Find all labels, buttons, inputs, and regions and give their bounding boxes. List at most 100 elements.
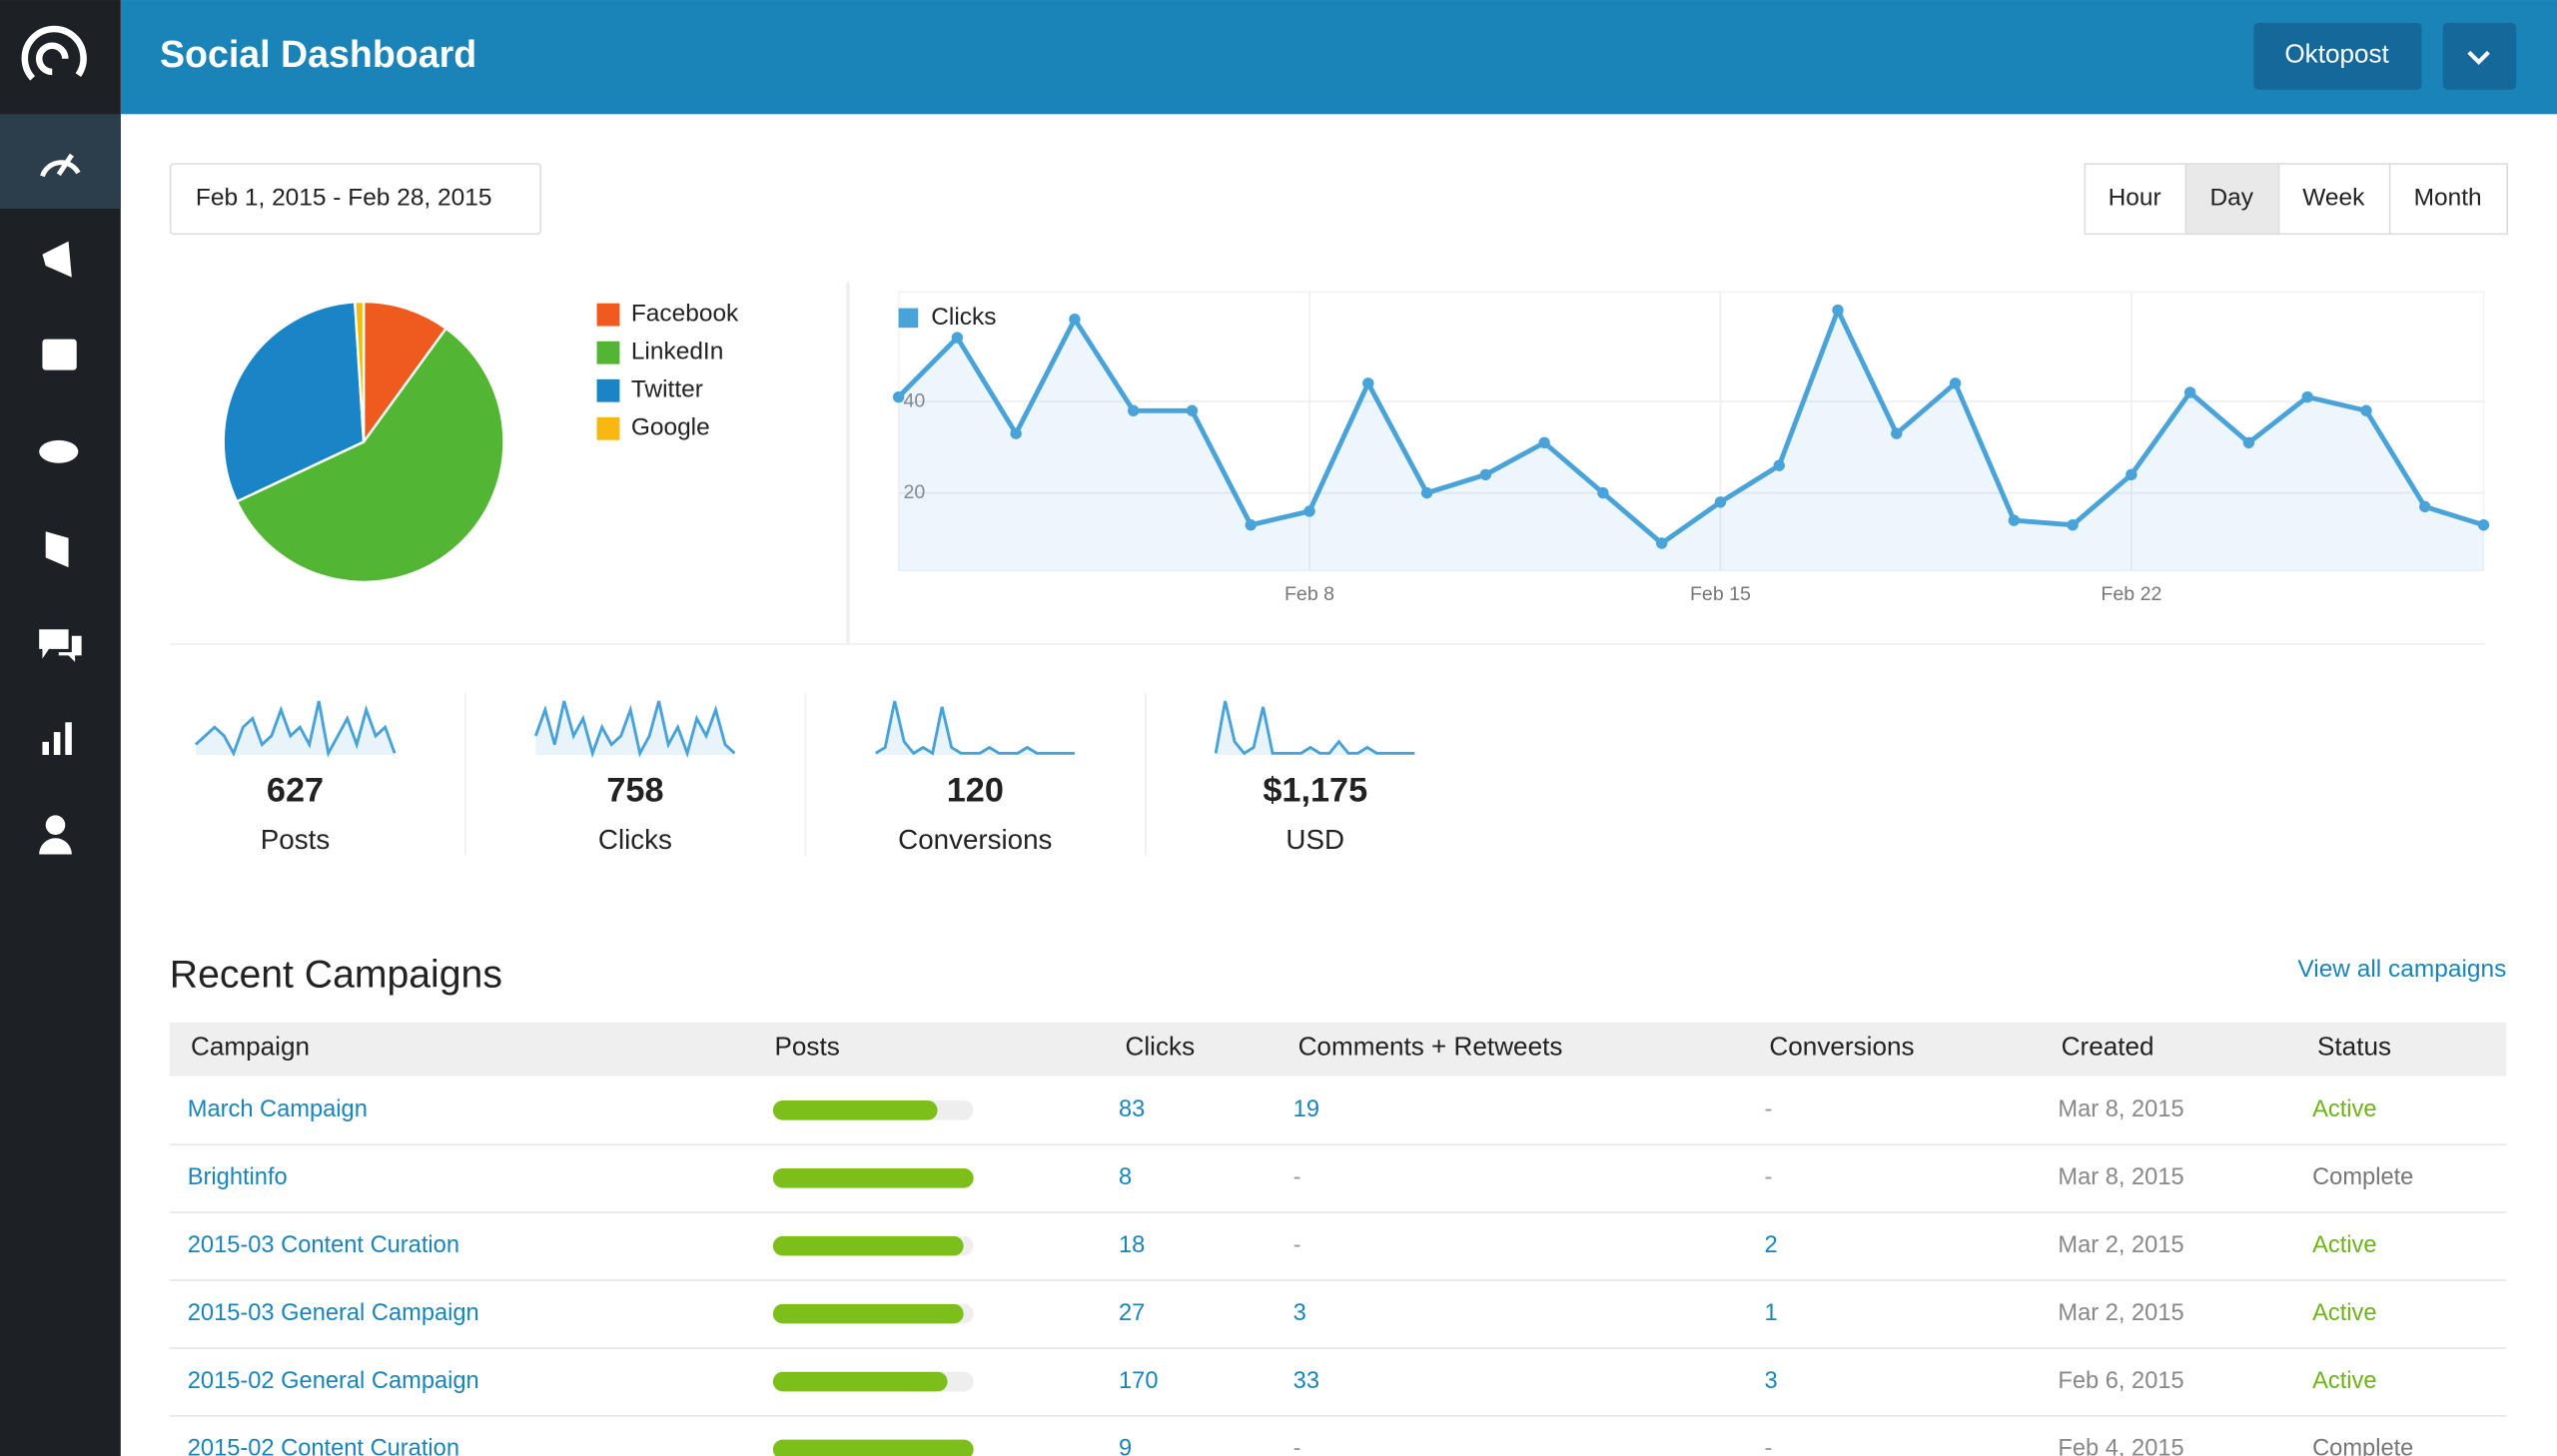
x-tick-label: Feb 22 (2101, 583, 2161, 605)
nav-dashboard-needle (56, 153, 74, 177)
granularity-button[interactable] (2084, 163, 2187, 236)
section-title: Recent Campaigns (170, 953, 502, 996)
table-cell: - (1765, 1096, 1773, 1122)
logo[interactable] (21, 25, 87, 81)
point (2126, 468, 2137, 481)
nav-campaigns[interactable] (42, 241, 72, 278)
view-all-link[interactable]: View all campaigns (2297, 956, 2506, 983)
point (2419, 500, 2431, 513)
progress-bar (772, 1100, 938, 1120)
area (898, 310, 2484, 571)
table-cell: Mar 2, 2015 (2058, 1300, 2183, 1326)
granularity-button[interactable] (2277, 163, 2391, 236)
table-cell: 2 (1765, 1232, 1778, 1258)
pie-slice (362, 300, 448, 446)
granularity-label[interactable]: Month (2414, 185, 2482, 212)
column-header: Clicks (1126, 1032, 1196, 1062)
column-header: Comments + Retweets (1298, 1032, 1563, 1062)
sparkline (533, 700, 736, 759)
point (2183, 386, 2196, 398)
nav-calendar[interactable] (42, 339, 77, 370)
point (2067, 518, 2079, 531)
progress-bar (772, 1371, 948, 1392)
nav-library[interactable] (45, 531, 69, 568)
table-header (169, 1022, 2507, 1077)
granularity-button[interactable] (2184, 163, 2280, 236)
table-cell: Mar 2, 2015 (2058, 1232, 2183, 1258)
stat-value: 758 (606, 772, 663, 810)
date-range[interactable]: Feb 1, 2015 - Feb 28, 2015 (196, 185, 492, 212)
table-cell: Active (2312, 1368, 2376, 1394)
campaign-link[interactable]: 2015-02 Content Curation (188, 1436, 459, 1456)
table-cell: Complete (2312, 1164, 2413, 1190)
table-cell: 33 (1293, 1368, 1319, 1394)
table-cell: Active (2312, 1300, 2376, 1326)
table-cell: 19 (1293, 1096, 1319, 1122)
dropdown-button[interactable] (2442, 22, 2517, 90)
sidebar (0, 0, 121, 1456)
table-cell: 9 (1119, 1436, 1132, 1456)
table-cell: - (1765, 1164, 1773, 1190)
legend-swatch (596, 378, 620, 402)
account-name[interactable]: Oktopost (2284, 38, 2389, 68)
nav-conversations[interactable] (39, 629, 82, 662)
header-bar (120, 0, 2557, 115)
point (1597, 486, 1609, 499)
nav-analytics-bar (65, 722, 72, 755)
table-cell: 27 (1119, 1300, 1145, 1326)
point (1891, 427, 1903, 439)
granularity-label[interactable]: Week (2302, 185, 2365, 212)
point (1773, 459, 1785, 471)
point (1127, 404, 1140, 416)
table-cell: - (1293, 1232, 1301, 1258)
account-button[interactable] (2253, 22, 2422, 90)
campaign-link[interactable]: 2015-02 General Campaign (188, 1368, 479, 1394)
point (1479, 468, 1492, 481)
table-cell: Active (2312, 1096, 2376, 1122)
progress-bar (772, 1439, 974, 1456)
nav-analytics-bar (53, 732, 61, 755)
granularity-label[interactable]: Day (2210, 185, 2254, 212)
stat-value: 120 (947, 772, 1004, 810)
campaign-link[interactable]: Brightinfo (188, 1164, 288, 1190)
y-tick-label: 40 (903, 389, 925, 411)
nav-monitor[interactable] (39, 439, 79, 463)
table-cell: Feb 4, 2015 (2058, 1436, 2183, 1456)
campaign-link[interactable]: 2015-03 Content Curation (188, 1232, 459, 1258)
nav-users[interactable] (45, 815, 66, 835)
table-cell: Feb 6, 2015 (2058, 1368, 2183, 1394)
column-header: Status (2317, 1032, 2391, 1062)
table-cell: 170 (1119, 1368, 1158, 1394)
dynamic-content: Hour Day Week Month Facebook LinkedIn Twitter G… (169, 163, 2509, 1456)
progress-bar (772, 1303, 964, 1324)
point (2477, 518, 2490, 531)
table-cell: Complete (2312, 1436, 2413, 1456)
nav-dashboard[interactable] (40, 160, 81, 178)
sparkline (874, 700, 1075, 756)
granularity-label[interactable]: Hour (2109, 185, 2161, 212)
point (1303, 505, 1315, 517)
point (2360, 404, 2372, 416)
campaign-link[interactable]: March Campaign (188, 1096, 368, 1122)
point (1069, 314, 1081, 326)
point (2242, 436, 2255, 449)
nav-analytics[interactable] (42, 741, 49, 755)
granularity-button[interactable] (2388, 163, 2509, 236)
nav-users-body (39, 838, 72, 855)
date-range-picker[interactable] (169, 163, 542, 236)
point (1538, 436, 1550, 449)
page-title: Social Dashboard (160, 33, 476, 75)
table-cell: - (1293, 1164, 1301, 1190)
sparkline-area (535, 701, 735, 755)
stat-value: $1,175 (1263, 772, 1367, 810)
table-cell: Active (2312, 1232, 2376, 1258)
legend-label: LinkedIn (631, 339, 724, 365)
x-tick-label: Feb 15 (1690, 583, 1751, 605)
campaign-link[interactable]: 2015-03 General Campaign (188, 1300, 479, 1326)
pie-slice (235, 327, 505, 584)
table-cell: 3 (1765, 1368, 1778, 1394)
legend-swatch (898, 308, 919, 329)
pie-slice (353, 300, 366, 442)
